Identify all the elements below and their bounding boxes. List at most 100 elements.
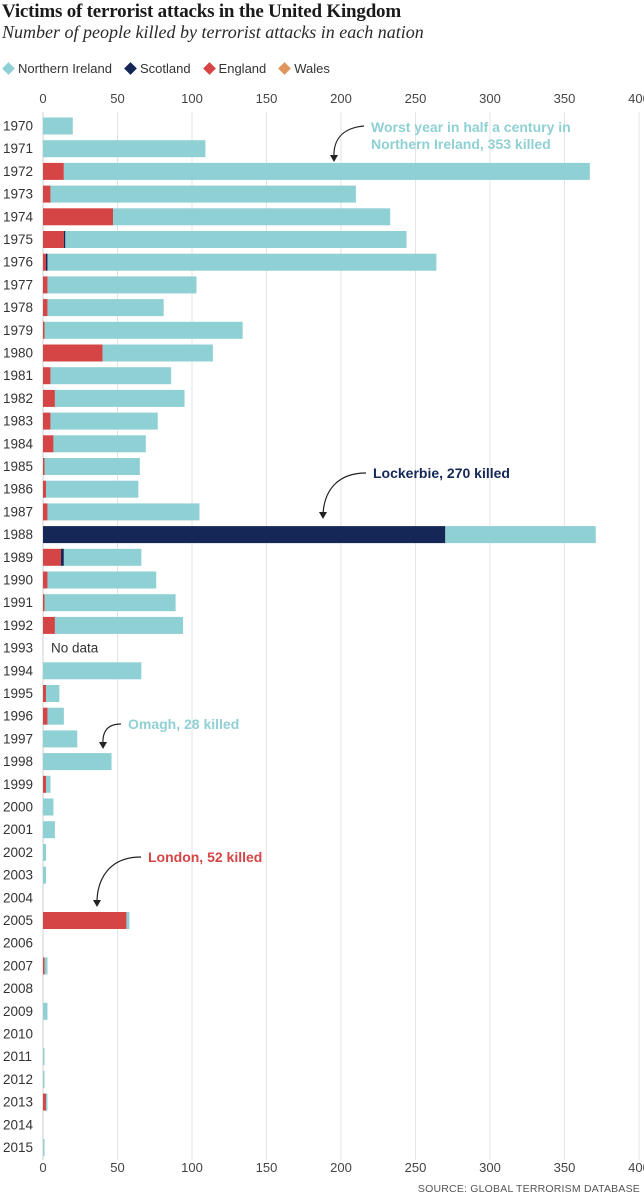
x-tick-label: 100 [181, 91, 203, 106]
bar-segment-northern-ireland [54, 389, 185, 407]
bar-segment-england [43, 685, 46, 702]
bar-segment-northern-ireland [54, 616, 184, 634]
bar-segment-england [43, 253, 46, 271]
y-category-label: 1989 [3, 550, 33, 565]
legend-item-scotland: Scotland [124, 61, 191, 76]
legend-item-northern-ireland: Northern Ireland [2, 61, 112, 76]
x-tick-label: 150 [256, 1160, 278, 1175]
annotation-arrowhead [330, 155, 338, 162]
y-category-label: 1999 [3, 777, 33, 792]
annotation-arrow [322, 472, 367, 516]
y-category-label: 2008 [3, 981, 33, 996]
bar-segment-northern-ireland [126, 912, 130, 929]
bar-segment-northern-ireland [44, 321, 243, 339]
y-category-label: 1993 [3, 641, 33, 656]
bar-segment-northern-ireland [44, 594, 176, 612]
bar-segment-northern-ireland [47, 707, 64, 725]
bar-segment-england [43, 594, 45, 612]
annotation-text: Worst year in half a century in [371, 119, 571, 135]
y-category-label: 1990 [3, 573, 33, 588]
legend-item-england: England [202, 61, 266, 76]
bar-segment-england [43, 162, 64, 180]
bar-segment-northern-ireland [65, 231, 407, 248]
y-category-label: 1981 [3, 368, 33, 383]
bar-segment-england [43, 231, 64, 248]
bar-segment-northern-ireland [45, 480, 139, 498]
bar-segment-england [43, 503, 48, 521]
legend: Northern Ireland Scotland England Wales [2, 61, 330, 76]
y-category-label: 1972 [3, 164, 33, 179]
y-category-label: 1979 [3, 323, 33, 338]
y-category-label: 2003 [3, 868, 33, 883]
bar-segment-northern-ireland [43, 662, 142, 680]
bar-segment-england [43, 571, 48, 589]
chart-subtitle: Number of people killed by terrorist att… [2, 22, 424, 42]
x-tick-label: 200 [330, 91, 352, 106]
annotation-arrowhead [319, 512, 327, 519]
y-category-label: 1977 [3, 277, 33, 292]
annotation-text: Omagh, 28 killed [128, 716, 239, 732]
bar-segment-northern-ireland [45, 775, 51, 793]
y-category-label: 1986 [3, 482, 33, 497]
y-category-label: 2012 [3, 1072, 33, 1087]
bar-segment-northern-ireland [102, 344, 213, 362]
x-tick-label: 0 [39, 1160, 46, 1175]
bar-segment-england [43, 1093, 46, 1111]
bar-segment-northern-ireland [45, 685, 60, 702]
bar-segment-northern-ireland [43, 1048, 45, 1066]
bar-segment-northern-ireland [43, 821, 55, 839]
x-tick-label: 200 [330, 1160, 352, 1175]
bar-segment-northern-ireland [63, 162, 590, 180]
y-category-label: 1975 [3, 232, 33, 247]
y-category-label: 2005 [3, 913, 33, 928]
x-tick-label: 250 [405, 1160, 427, 1175]
y-category-label: 2010 [3, 1027, 33, 1042]
bar-segment-northern-ireland [50, 185, 356, 203]
bar-segment-england [43, 912, 127, 929]
y-category-label: 1984 [3, 436, 34, 451]
bar-segment-scotland [60, 548, 64, 566]
bar-segment-northern-ireland [43, 140, 206, 158]
bar-segment-northern-ireland [43, 1002, 48, 1020]
y-category-label: 2011 [3, 1049, 32, 1064]
bar-segment-england [43, 299, 48, 317]
x-tick-label: 400 [628, 91, 644, 106]
x-tick-label: 150 [256, 91, 278, 106]
bar-segment-northern-ireland [43, 753, 112, 771]
bar-segment-scotland [45, 253, 48, 271]
y-category-label: 1982 [3, 391, 33, 406]
bar-segment-england [43, 707, 48, 725]
no-data-label: No data [51, 641, 99, 656]
annotation-arrow [102, 723, 122, 746]
y-category-label: 2001 [3, 822, 33, 837]
y-category-label: 1973 [3, 187, 33, 202]
bar-segment-england [43, 412, 51, 430]
y-category-label: 2004 [3, 890, 34, 905]
y-category-label: 1997 [3, 731, 33, 746]
bar-segment-northern-ireland [43, 798, 54, 816]
legend-label: Scotland [139, 61, 191, 76]
bar-segment-northern-ireland [47, 299, 164, 317]
bar-segment-northern-ireland [50, 367, 172, 385]
y-category-label: 1987 [3, 504, 33, 519]
legend-item-wales: Wales [278, 61, 330, 76]
y-category-label: 2015 [3, 1140, 33, 1155]
bar-segment-northern-ireland [45, 1093, 48, 1111]
bar-segment-england [43, 389, 55, 407]
annotation-text: Lockerbie, 270 killed [373, 465, 510, 481]
y-category-label: 1988 [3, 527, 33, 542]
x-tick-label: 50 [110, 91, 124, 106]
bar-segment-northern-ireland [113, 208, 391, 226]
chart-title: Victims of terrorist attacks in the Unit… [2, 1, 401, 22]
y-category-label: 1980 [3, 346, 33, 361]
annotation-arrow [96, 856, 142, 904]
y-category-label: 1970 [3, 119, 33, 134]
x-tick-label: 350 [554, 91, 576, 106]
y-category-label: 2002 [3, 845, 33, 860]
bar-segment-england [43, 548, 61, 566]
x-tick-label: 300 [479, 91, 501, 106]
bar-segment-northern-ireland [43, 730, 78, 748]
bar-segment-england [43, 775, 46, 793]
y-category-label: 1976 [3, 255, 33, 270]
bar-segment-england [43, 435, 54, 453]
